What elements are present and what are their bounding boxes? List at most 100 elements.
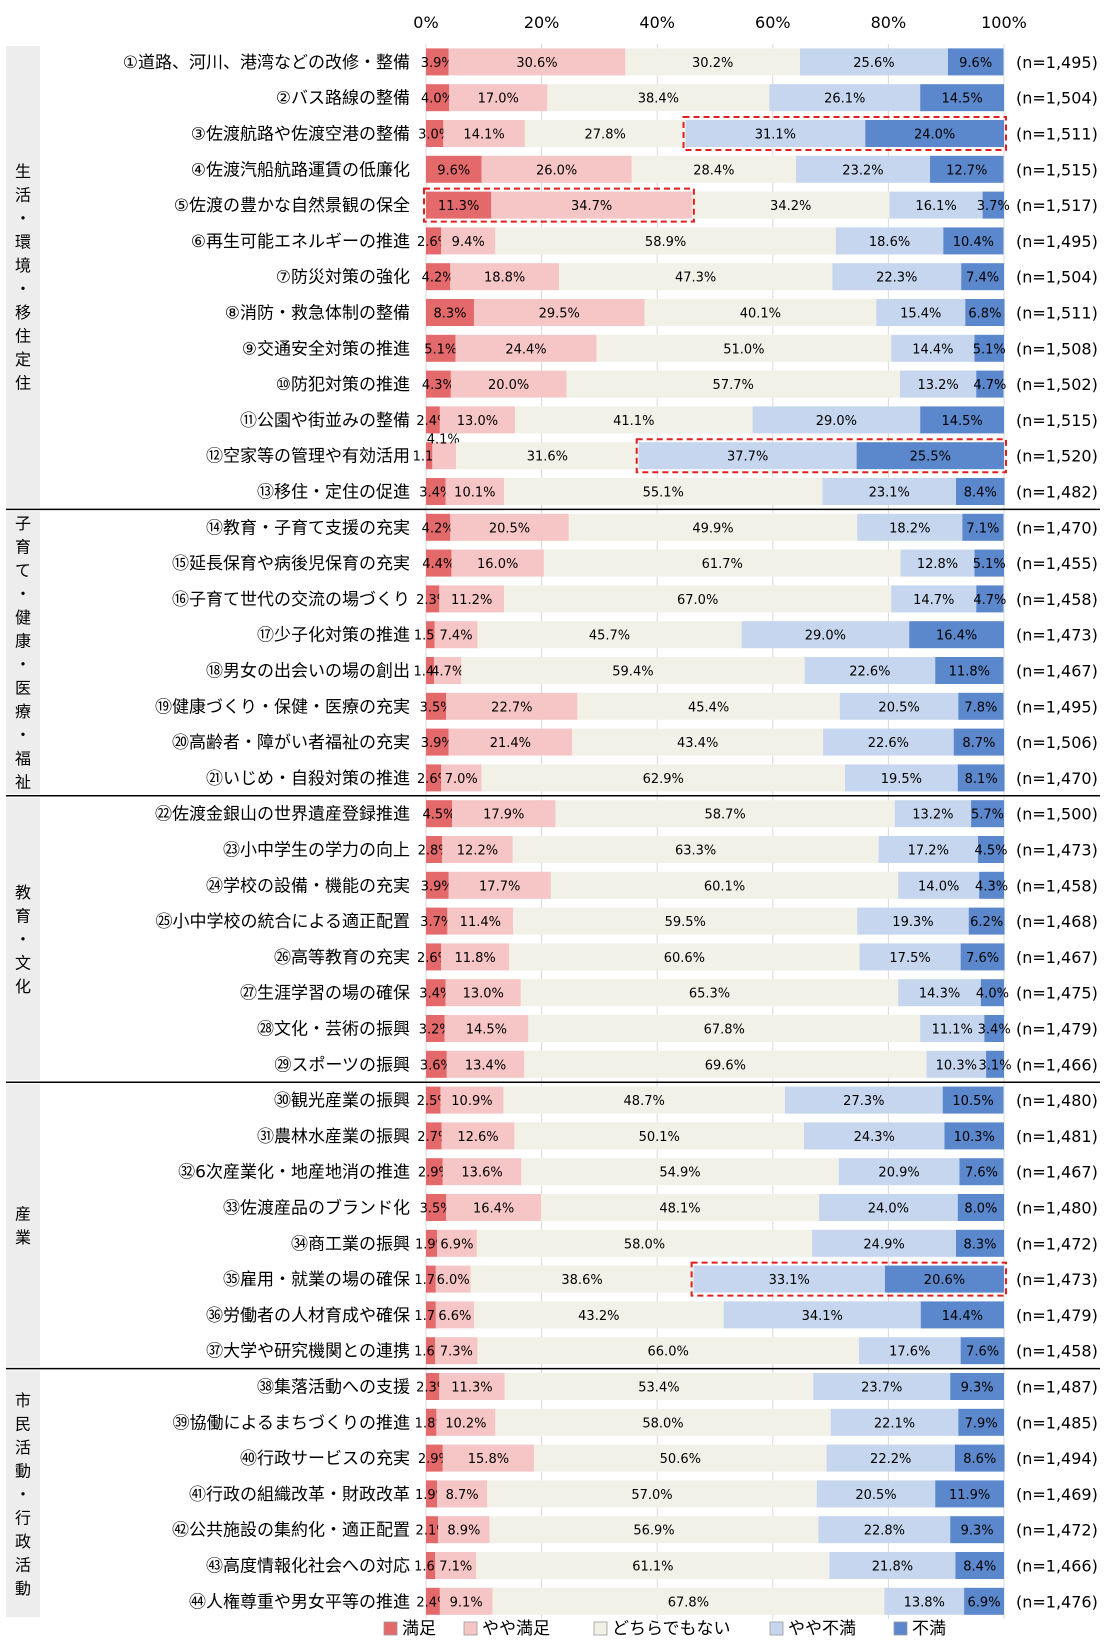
bar-segment [426, 1552, 436, 1579]
data-label: 7.3% [440, 1345, 473, 1360]
bar-segment [513, 907, 858, 935]
bar-segment [964, 1587, 1004, 1615]
bar-segment [504, 585, 892, 613]
group-label-char: 療 [15, 702, 31, 721]
data-label: 27.3% [843, 1094, 884, 1109]
data-label: 16.0% [477, 557, 518, 572]
data-label: 20.9% [878, 1166, 919, 1181]
bar-segment [752, 406, 921, 434]
bar-segment [984, 1015, 1004, 1042]
data-label: 3.4% [978, 1023, 1011, 1038]
data-label: 14.3% [919, 987, 960, 1002]
data-label: 22.8% [864, 1524, 905, 1539]
row-label: ⑯子育て世代の交流の場づくり [172, 590, 410, 610]
n-label: (n=1,466) [1016, 1557, 1098, 1576]
bar-segment [449, 84, 548, 112]
bar-segment [426, 943, 442, 971]
bar-segment [566, 370, 900, 398]
bar-segment [434, 621, 478, 649]
data-label: 3.9% [421, 736, 454, 751]
data-label: 12.2% [457, 844, 498, 859]
bar-segment [439, 1587, 493, 1615]
row-label: ⑩防犯対策の推進 [276, 375, 410, 395]
bar-segment [439, 585, 505, 613]
bar-segment [450, 513, 569, 541]
bar-segment [447, 907, 514, 935]
data-label: 14.4% [912, 342, 953, 357]
bar-segment [723, 1301, 921, 1329]
bar-segment [898, 871, 980, 899]
group-label-char: 康 [15, 632, 31, 651]
bar-segment [426, 1480, 437, 1508]
bar-segment [426, 871, 449, 899]
data-label: 4.0% [421, 92, 454, 107]
bar-segment [947, 48, 1004, 76]
data-label: 7.6% [966, 951, 999, 966]
data-label: 8.9% [447, 1524, 480, 1539]
data-label: 30.2% [692, 56, 733, 71]
data-label: 19.3% [892, 915, 933, 930]
data-label: 4.3% [975, 879, 1008, 894]
data-label: 26.0% [536, 163, 577, 178]
data-label: 4.4% [422, 557, 455, 572]
bar-segment [438, 1516, 490, 1544]
data-label: 34.7% [571, 199, 612, 214]
data-label: 54.9% [659, 1166, 700, 1181]
bar-segment [899, 370, 977, 398]
n-label: (n=1,506) [1016, 733, 1098, 752]
data-label: 53.4% [638, 1381, 679, 1396]
x-tick-label: 0% [413, 13, 438, 32]
n-label: (n=1,455) [1016, 554, 1098, 573]
bar-segment [826, 1444, 955, 1472]
data-label: 60.6% [664, 951, 705, 966]
n-label: (n=1,458) [1016, 590, 1098, 609]
bar-segment [442, 1158, 522, 1186]
data-label: 69.6% [705, 1058, 746, 1073]
x-tick-label: 40% [639, 13, 675, 32]
data-label: 3.9% [421, 56, 454, 71]
data-label: 18.6% [869, 235, 910, 250]
group-label-char: 生 [15, 162, 31, 181]
x-tick-label: 20% [524, 13, 560, 32]
bar-segment [476, 1229, 813, 1257]
bar-segment [426, 263, 451, 291]
bar-segment [450, 370, 567, 398]
data-label: 57.7% [713, 378, 754, 393]
n-label: (n=1,475) [1016, 984, 1098, 1003]
data-label: 2.9% [418, 1452, 451, 1467]
x-tick-label: 60% [755, 13, 791, 32]
data-label: 8.4% [963, 1560, 996, 1575]
data-label: 22.6% [849, 665, 890, 680]
bar-segment [426, 692, 447, 720]
bar-segment [926, 1050, 987, 1078]
row-label: ⑤佐渡の豊かな自然景観の保全 [174, 196, 410, 216]
row-label: ⑧消防・救急体制の整備 [225, 304, 410, 324]
bar-segment [804, 657, 936, 684]
bar-segment [443, 120, 525, 147]
row-label: ①道路、河川、港湾などの改修・整備 [123, 53, 410, 73]
bar-segment [769, 84, 921, 112]
bar-segment [528, 1015, 921, 1042]
bar-segment [524, 120, 686, 147]
bar-segment [461, 657, 805, 684]
data-label: 50.1% [639, 1130, 680, 1145]
bar-segment [568, 513, 858, 541]
data-label: 24.0% [914, 128, 955, 143]
bar-segment [572, 728, 824, 756]
data-label: 13.2% [912, 808, 953, 823]
data-label: 59.4% [612, 665, 653, 680]
bar-segment [953, 728, 1004, 756]
data-label: 25.5% [910, 450, 951, 465]
bar-segment [442, 1444, 535, 1472]
bar-segment [784, 1086, 943, 1114]
bar-segment [434, 657, 462, 684]
data-label: 4.3% [422, 378, 455, 393]
row-label: ③佐渡航路や佐渡空港の整備 [191, 125, 410, 145]
data-label: 10.4% [953, 235, 994, 250]
bar-segment [799, 48, 948, 76]
n-label: (n=1,466) [1016, 1055, 1098, 1074]
data-label: 24.3% [854, 1130, 895, 1145]
row-label: ⑬移住・定住の促進 [257, 483, 410, 503]
bar-segment [741, 621, 910, 649]
group-label-char: ・ [15, 930, 31, 949]
